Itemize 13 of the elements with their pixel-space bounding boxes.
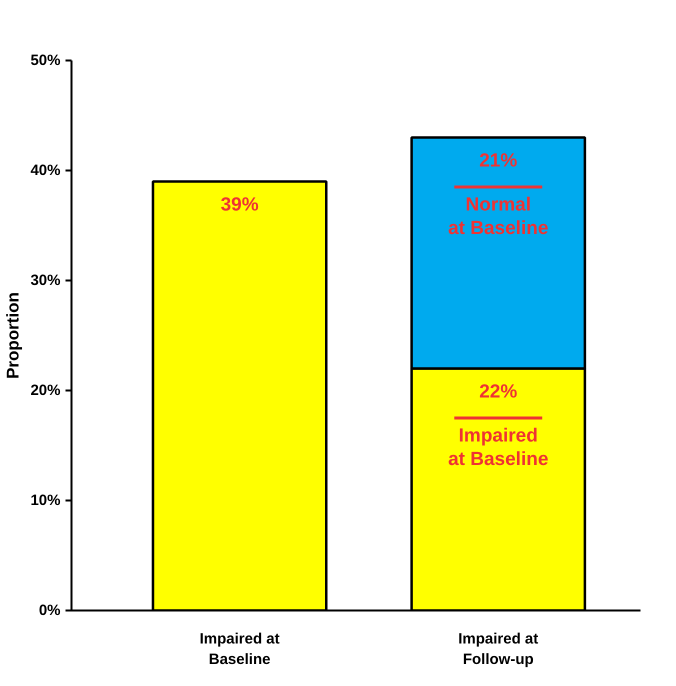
data-label: 39% bbox=[220, 194, 259, 216]
x-tick-label: Impaired at Follow-up bbox=[458, 630, 538, 668]
y-tick-label: 40% bbox=[30, 162, 61, 179]
y-tick-label: 10% bbox=[30, 492, 61, 509]
y-tick-label: 20% bbox=[30, 382, 61, 399]
series-label: Normal at Baseline bbox=[448, 194, 548, 239]
data-label: 21% bbox=[479, 150, 518, 172]
y-tick-label: 30% bbox=[30, 272, 61, 289]
y-tick-label: 50% bbox=[30, 52, 61, 69]
data-label: 22% bbox=[479, 382, 518, 403]
series-label: Impaired at Baseline bbox=[448, 426, 548, 470]
y-axis-title: Proportion bbox=[3, 292, 22, 379]
y-tick-label: 0% bbox=[38, 602, 61, 619]
